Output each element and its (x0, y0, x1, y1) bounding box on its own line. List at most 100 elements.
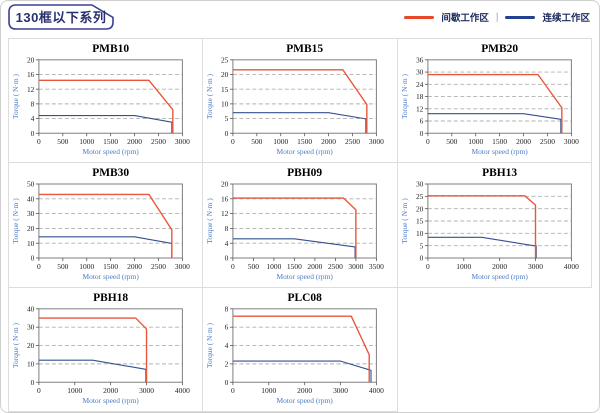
curve-intermittent (38, 317, 148, 383)
x-tick-label: 500 (252, 137, 263, 146)
x-tick-label: 500 (248, 262, 259, 271)
y-tick-label: 15 (221, 85, 229, 94)
x-tick-label: 1500 (103, 262, 118, 271)
y-tick-label: 6 (225, 323, 229, 332)
chart-pbh09: PBH09 0 4 8 12 16 20 0 500 1000 1500 2000 2500 3000 35… (205, 167, 384, 281)
y-tick-label: 10 (221, 99, 229, 108)
y-tick-label: 8 (225, 304, 229, 313)
x-tick-label: 2000 (492, 262, 507, 271)
y-tick-label: 0 (419, 254, 423, 263)
plot-border (232, 59, 378, 134)
legend-label-intermittent: 间歇工作区 (441, 13, 489, 24)
page-title: 130框以下系列 (15, 10, 107, 25)
curve-continuous (233, 238, 356, 258)
chart-title: PMB15 (287, 43, 324, 55)
chart-pbh18: PBH18 0 10 20 30 40 0 1000 2000 3000 4000 Motor spe… (11, 292, 190, 405)
curve-continuous (427, 236, 537, 258)
y-tick-label: 0 (31, 378, 35, 387)
y-tick-label: 0 (225, 129, 229, 138)
y-tick-label: 20 (221, 180, 229, 189)
curve-intermittent (233, 315, 371, 383)
chart-title: PBH18 (93, 292, 128, 304)
x-tick-label: 2500 (151, 137, 166, 146)
y-tick-label: 40 (27, 194, 35, 203)
x-tick-label: 500 (446, 137, 457, 146)
legend-separator: | (495, 11, 499, 23)
chart-cell-pmb15: PMB15 0 5 10 15 20 25 0 500 1000 1500 2000 2500 3000 M… (203, 39, 398, 163)
y-tick-label: 4 (225, 341, 229, 350)
x-tick-label: 3500 (369, 262, 384, 271)
x-tick-label: 1000 (456, 262, 471, 271)
chart-title: PBH13 (482, 167, 517, 179)
x-tick-label: 3000 (333, 386, 348, 395)
curve-intermittent (38, 79, 174, 134)
y-tick-label: 8 (225, 224, 229, 233)
y-tick-label: 0 (31, 254, 35, 263)
y-tick-label: 16 (27, 70, 35, 79)
y-axis-label: Torque ( N·m ) (205, 74, 214, 120)
x-tick-label: 3000 (175, 137, 190, 146)
chart-title: PBH09 (287, 167, 322, 179)
legend: 间歇工作区 | 连续工作区 (404, 10, 590, 24)
y-tick-label: 10 (27, 359, 35, 368)
plot-border (38, 183, 183, 259)
y-tick-label: 0 (225, 254, 229, 263)
y-axis-label: Torque ( N·m ) (400, 198, 409, 244)
x-tick-label: 3000 (564, 137, 579, 146)
x-tick-label: 3000 (369, 137, 384, 146)
x-tick-label: 2000 (298, 386, 313, 395)
y-tick-label: 6 (419, 117, 423, 126)
chart-pmb15: PMB15 0 5 10 15 20 25 0 500 1000 1500 2000 2500 3000 M… (205, 43, 384, 156)
chart-pbh13: PBH13 0 5 10 15 20 25 30 0 1000 2000 3000 4000 Motor … (400, 167, 579, 281)
x-tick-label: 0 (231, 137, 235, 146)
chart-pmb10: PMB10 0 4 8 12 16 20 0 500 1000 1500 2000 2500 3000 Mo… (11, 43, 190, 156)
y-axis-label: Torque ( N·m ) (205, 198, 214, 244)
header: 130框以下系列 间歇工作区 | 连续工作区 (0, 0, 600, 38)
x-tick-label: 3000 (528, 262, 543, 271)
x-tick-label: 4000 (564, 262, 579, 271)
chart-cell-pmb10: PMB10 0 4 8 12 16 20 0 500 1000 1500 2000 2500 3000 Mo… (9, 39, 204, 163)
curve-intermittent (233, 197, 357, 258)
legend-label-continuous: 连续工作区 (542, 13, 590, 24)
x-tick-label: 1000 (274, 137, 289, 146)
x-axis-label: Motor speed (rpm) (471, 147, 528, 156)
y-tick-label: 20 (27, 224, 35, 233)
y-tick-label: 30 (416, 68, 424, 77)
y-tick-label: 20 (416, 204, 424, 213)
empty-cell (397, 288, 592, 412)
y-tick-label: 36 (416, 55, 424, 64)
y-tick-label: 40 (27, 304, 35, 313)
curve-intermittent (427, 73, 563, 134)
x-axis-label: Motor speed (rpm) (471, 272, 528, 281)
x-tick-label: 1500 (298, 137, 313, 146)
curve-intermittent (233, 69, 368, 134)
x-tick-label: 2000 (127, 137, 142, 146)
x-tick-label: 4000 (369, 386, 384, 395)
chart-pmb20: PMB20 0 6 12 18 24 30 36 0 500 1000 1500 2000 2500 300… (400, 43, 579, 156)
legend-line-intermittent-icon (404, 15, 435, 19)
x-tick-label: 2000 (127, 262, 142, 271)
x-axis-label: Motor speed (rpm) (277, 396, 334, 405)
x-axis-label: Motor speed (rpm) (277, 147, 334, 156)
x-tick-label: 1000 (79, 137, 94, 146)
y-tick-label: 20 (221, 70, 229, 79)
plot-border (232, 308, 378, 383)
x-tick-label: 0 (37, 262, 41, 271)
x-tick-label: 1500 (492, 137, 507, 146)
chart-cell-pbh18: PBH18 0 10 20 30 40 0 1000 2000 3000 4000 Motor spe… (9, 288, 204, 412)
y-tick-label: 2 (225, 359, 229, 368)
x-tick-label: 3000 (349, 262, 364, 271)
y-tick-label: 30 (27, 323, 35, 332)
x-tick-label: 0 (426, 262, 430, 271)
x-tick-label: 4000 (175, 386, 190, 395)
x-axis-label: Motor speed (rpm) (277, 272, 334, 281)
chart-title: PMB20 (481, 43, 518, 55)
curve-continuous (233, 112, 367, 134)
y-axis-label: Torque ( N·m ) (11, 323, 20, 369)
y-tick-label: 12 (27, 85, 35, 94)
x-tick-label: 2000 (103, 386, 118, 395)
y-tick-label: 4 (31, 114, 35, 123)
x-tick-label: 1000 (468, 137, 483, 146)
